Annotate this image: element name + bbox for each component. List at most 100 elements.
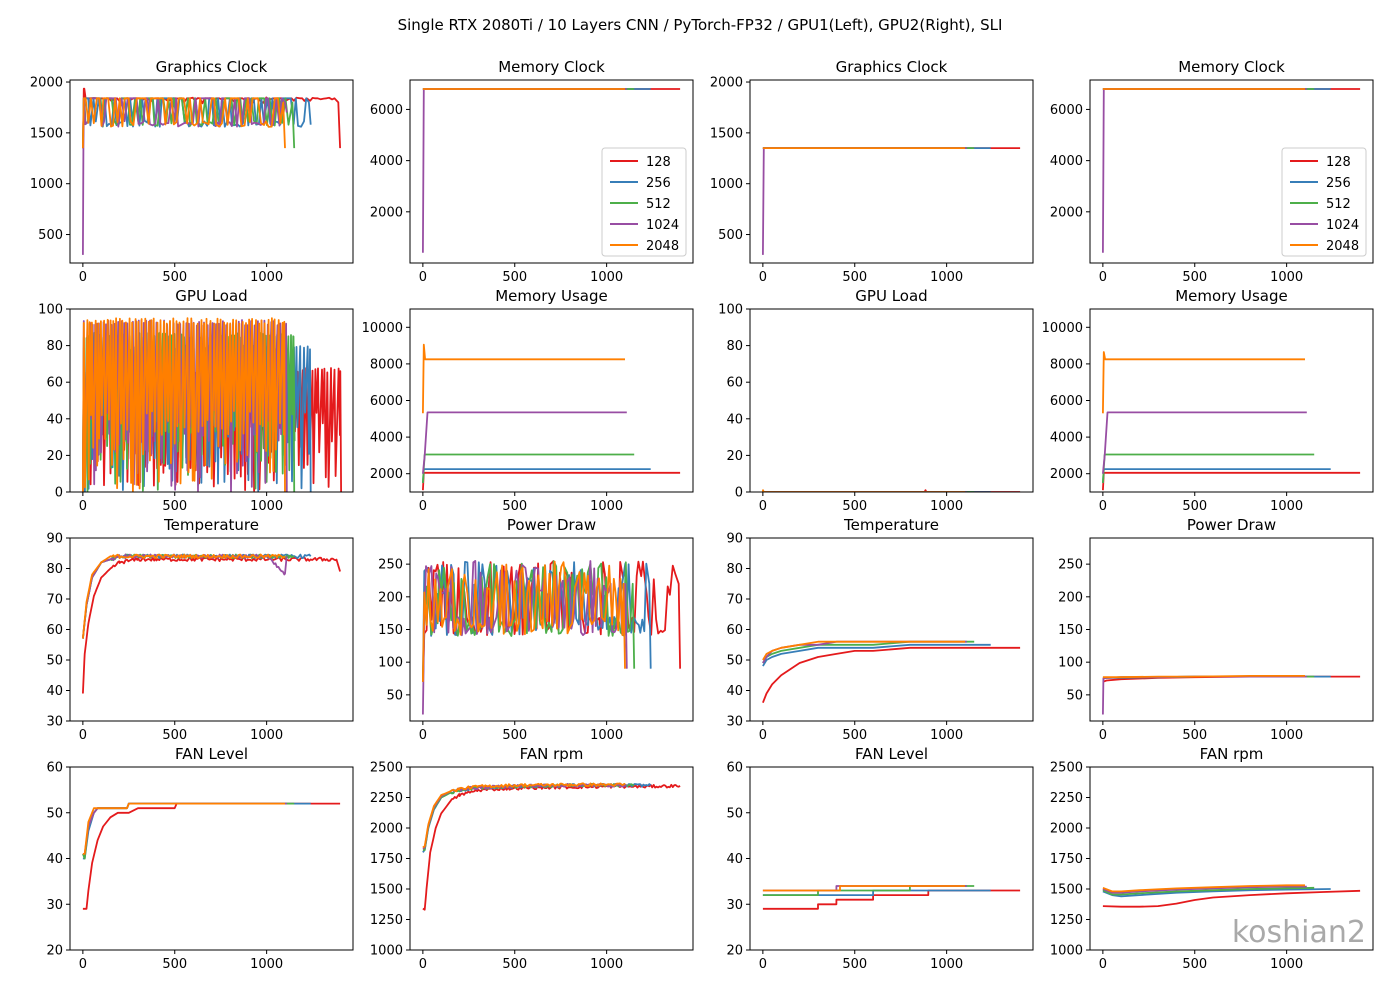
y-tick-label: 4000 [370, 154, 403, 169]
panel-fan-level-gpu1: FAN Level 20 30 40 50 60 0 500 1000 [46, 745, 354, 972]
panel-power-draw-gpu2: Power Draw 50 100 150 200 250 0 500 1000 [1058, 516, 1374, 743]
series-line-1024 [422, 560, 628, 715]
x-tick-label: 0 [759, 499, 767, 514]
axes-frame [69, 766, 354, 951]
panel-power-draw-gpu1: Power Draw 50 100 150 200 250 0 500 1000 [378, 516, 694, 743]
series-line-128 [762, 889, 1021, 910]
y-tick-label: 40 [726, 852, 743, 867]
y-tick-label: 100 [1058, 656, 1083, 671]
y-tick-label: 60 [726, 623, 743, 638]
series-line-128 [82, 556, 341, 694]
legend-label: 1024 [1326, 218, 1359, 233]
legend-label: 128 [1326, 155, 1351, 170]
series-line-2048 [762, 489, 965, 492]
x-tick-label: 0 [1099, 728, 1107, 743]
series-line-2048 [82, 802, 285, 855]
x-tick-label: 1000 [590, 957, 623, 972]
y-tick-label: 90 [726, 532, 743, 547]
y-tick-label: 20 [46, 944, 63, 959]
x-tick-label: 500 [162, 270, 187, 285]
y-tick-label: 80 [46, 562, 63, 577]
panel-title: FAN rpm [1200, 745, 1264, 763]
y-tick-label: 2250 [370, 791, 403, 806]
legend-label: 256 [1326, 176, 1351, 191]
y-tick-label: 40 [46, 852, 63, 867]
x-tick-label: 0 [1099, 270, 1107, 285]
y-tick-label: 20 [726, 944, 743, 959]
series-line-1024 [1102, 88, 1307, 253]
y-tick-label: 2500 [1050, 761, 1083, 776]
x-tick-label: 0 [759, 270, 767, 285]
legend-label: 2048 [646, 239, 679, 254]
panel-title: FAN Level [175, 745, 248, 763]
y-tick-label: 50 [726, 654, 743, 669]
series-line-1024 [762, 147, 967, 255]
panel-title: Graphics Clock [836, 58, 948, 76]
x-tick-label: 500 [502, 728, 527, 743]
y-tick-label: 1500 [30, 126, 63, 141]
y-tick-label: 1000 [1050, 944, 1083, 959]
series-line-512 [1102, 886, 1315, 896]
y-tick-label: 8000 [1050, 357, 1083, 372]
x-tick-label: 500 [162, 957, 187, 972]
y-tick-label: 500 [38, 228, 63, 243]
series-line-2048 [82, 553, 286, 639]
series-line-128 [1102, 889, 1361, 908]
y-tick-label: 2000 [370, 467, 403, 482]
y-tick-label: 200 [378, 590, 403, 605]
x-tick-label: 1000 [1270, 270, 1303, 285]
series-line-512 [82, 802, 295, 860]
y-tick-label: 10000 [362, 321, 403, 336]
series-line-2048 [422, 343, 625, 414]
legend-label: 256 [646, 176, 671, 191]
legend: 128 256 512 1024 2048 [601, 147, 687, 257]
y-tick-label: 60 [46, 376, 63, 391]
y-tick-label: 90 [46, 532, 63, 547]
y-tick-label: 6000 [370, 394, 403, 409]
x-tick-label: 0 [759, 957, 767, 972]
watermark-text: koshian2 [1231, 915, 1366, 950]
y-tick-label: 20 [726, 449, 743, 464]
y-tick-label: 1000 [710, 177, 743, 192]
series-line-2048 [1102, 351, 1305, 414]
y-tick-label: 2000 [370, 205, 403, 220]
series-line-128 [1102, 471, 1361, 491]
y-tick-label: 250 [378, 558, 403, 573]
y-tick-label: 4000 [1050, 431, 1083, 446]
y-tick-label: 8000 [370, 357, 403, 372]
y-tick-label: 1250 [1050, 913, 1083, 928]
series-line-256 [762, 643, 991, 667]
y-tick-label: 30 [46, 715, 63, 730]
x-tick-label: 0 [79, 957, 87, 972]
series-line-2048 [1102, 884, 1305, 893]
legend: 128 256 512 1024 2048 [1281, 147, 1367, 257]
y-tick-label: 2000 [30, 76, 63, 91]
panel-memory-usage-gpu2: Memory Usage 2000 4000 6000 8000 10000 0 500 100… [1042, 287, 1374, 514]
x-tick-label: 500 [842, 499, 867, 514]
series-line-256 [1102, 468, 1331, 483]
x-tick-label: 1000 [930, 957, 963, 972]
panel-fan-rpm-gpu2: FAN rpm 1000 1250 1500 1750 2000 2250 2500 0 500 1… [1050, 745, 1374, 972]
axes-frame [749, 308, 1034, 493]
x-tick-label: 0 [1099, 499, 1107, 514]
legend-label: 512 [646, 197, 671, 212]
series-line-128 [762, 646, 1021, 704]
y-tick-label: 50 [46, 806, 63, 821]
panel-title: FAN rpm [520, 745, 584, 763]
y-tick-label: 2000 [1050, 205, 1083, 220]
legend-label: 128 [646, 155, 671, 170]
series-line-256 [1102, 888, 1331, 898]
y-tick-label: 40 [726, 412, 743, 427]
series-line-1024 [82, 802, 287, 855]
x-tick-label: 0 [79, 499, 87, 514]
y-tick-label: 60 [46, 761, 63, 776]
x-tick-label: 0 [1099, 957, 1107, 972]
y-tick-label: 40 [46, 412, 63, 427]
panel-title: GPU Load [855, 287, 927, 305]
panel-graphics-clock-gpu1: Graphics Clock 500 1000 1500 2000 0 500 1000 [30, 58, 354, 285]
x-tick-label: 1000 [1270, 499, 1303, 514]
y-tick-label: 200 [1058, 590, 1083, 605]
y-tick-label: 50 [386, 688, 403, 703]
